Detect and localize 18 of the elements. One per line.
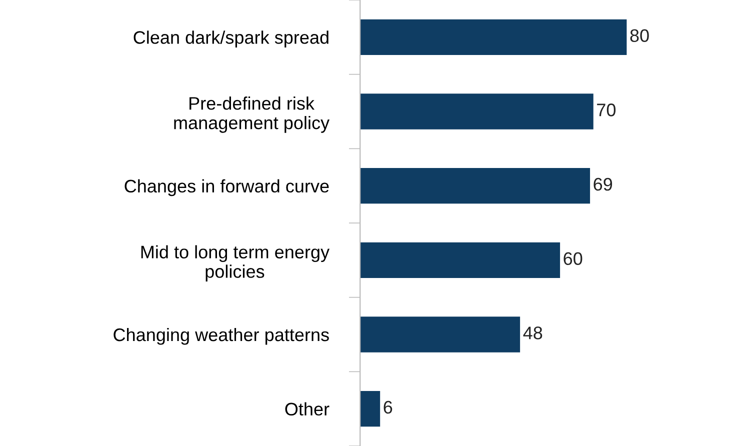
bar [360, 168, 590, 204]
y-tick-label: Pre-defined risk management policy [174, 96, 330, 133]
bar [360, 19, 627, 56]
bar [360, 316, 520, 352]
y-tick-label: Mid to long term energy policies [141, 245, 330, 282]
y-tick-label: Changing weather patterns [114, 328, 329, 345]
bar [360, 94, 594, 130]
y-tick-label: Other [285, 402, 330, 416]
data-label: 6 [384, 400, 392, 414]
y-tick-label: Clean dark/spark spread [134, 30, 328, 48]
bar [360, 390, 380, 427]
y-tick-label: Changes in forward curve [124, 179, 329, 196]
data-label: 69 [594, 178, 612, 191]
data-label: 70 [597, 104, 616, 116]
data-label: 60 [564, 252, 582, 266]
data-label: 48 [523, 326, 542, 340]
bar [360, 242, 560, 278]
data-label: 80 [630, 29, 649, 42]
